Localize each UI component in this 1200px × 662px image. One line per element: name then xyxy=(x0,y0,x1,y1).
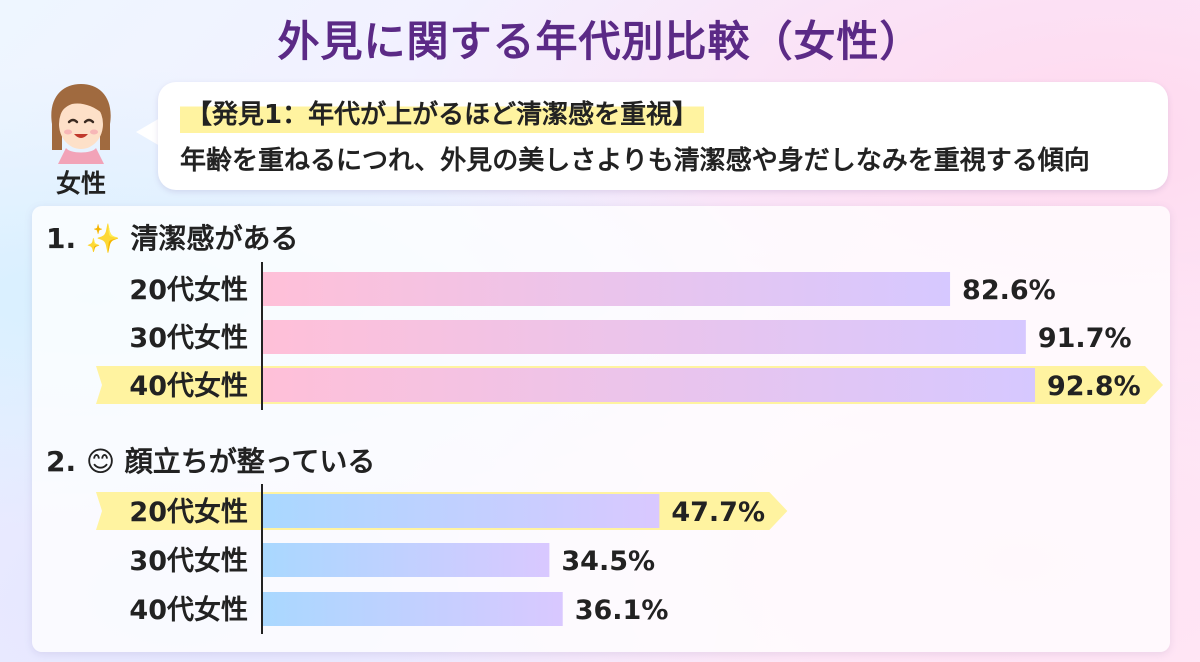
value-label: 92.8% xyxy=(1047,371,1141,402)
chart-title: 1. ✨ 清潔感がある xyxy=(46,222,298,255)
category-label: 40代女性 xyxy=(129,594,248,626)
chart-panel: 1. ✨ 清潔感がある 20代女性 82.6% 30代女性 91.7% 40代女性 92.8… xyxy=(32,206,1170,652)
bar xyxy=(262,494,660,528)
bar xyxy=(262,272,951,306)
value-label: 34.5% xyxy=(561,546,655,577)
speech-bubble: 【発見1：年代が上がるほど清潔感を重視】 年齢を重ねるにつれ、外見の美しさよりも… xyxy=(158,82,1168,190)
finding-title: 【発見1：年代が上がるほど清潔感を重視】 xyxy=(180,92,705,133)
finding-body: 年齢を重ねるにつれ、外見の美しさよりも清潔感や身だしなみを重視する傾向 xyxy=(180,146,1090,176)
category-label: 30代女性 xyxy=(129,322,248,354)
category-label: 30代女性 xyxy=(129,545,248,577)
value-label: 82.6% xyxy=(962,275,1056,306)
bar xyxy=(262,543,550,577)
category-label: 40代女性 xyxy=(129,370,248,402)
bar xyxy=(262,592,563,626)
speech-bubble-tail xyxy=(136,118,160,146)
bar-charts: 1. ✨ 清潔感がある 20代女性 82.6% 30代女性 91.7% 40代女性 92.8… xyxy=(46,222,1164,634)
value-label: 91.7% xyxy=(1038,323,1132,354)
speaker-avatar: 女性 xyxy=(36,80,126,198)
bar xyxy=(262,368,1036,402)
value-label: 47.7% xyxy=(671,497,765,528)
value-label: 36.1% xyxy=(575,595,669,626)
bar xyxy=(262,320,1026,354)
smiling-woman-icon xyxy=(51,84,111,164)
chart-title: 2. 😊 顔立ちが整っている xyxy=(46,445,375,478)
page-title: 外見に関する年代別比較（女性） xyxy=(277,17,923,66)
category-label: 20代女性 xyxy=(129,274,248,306)
category-label: 20代女性 xyxy=(129,496,248,528)
speaker-label: 女性 xyxy=(55,169,106,198)
